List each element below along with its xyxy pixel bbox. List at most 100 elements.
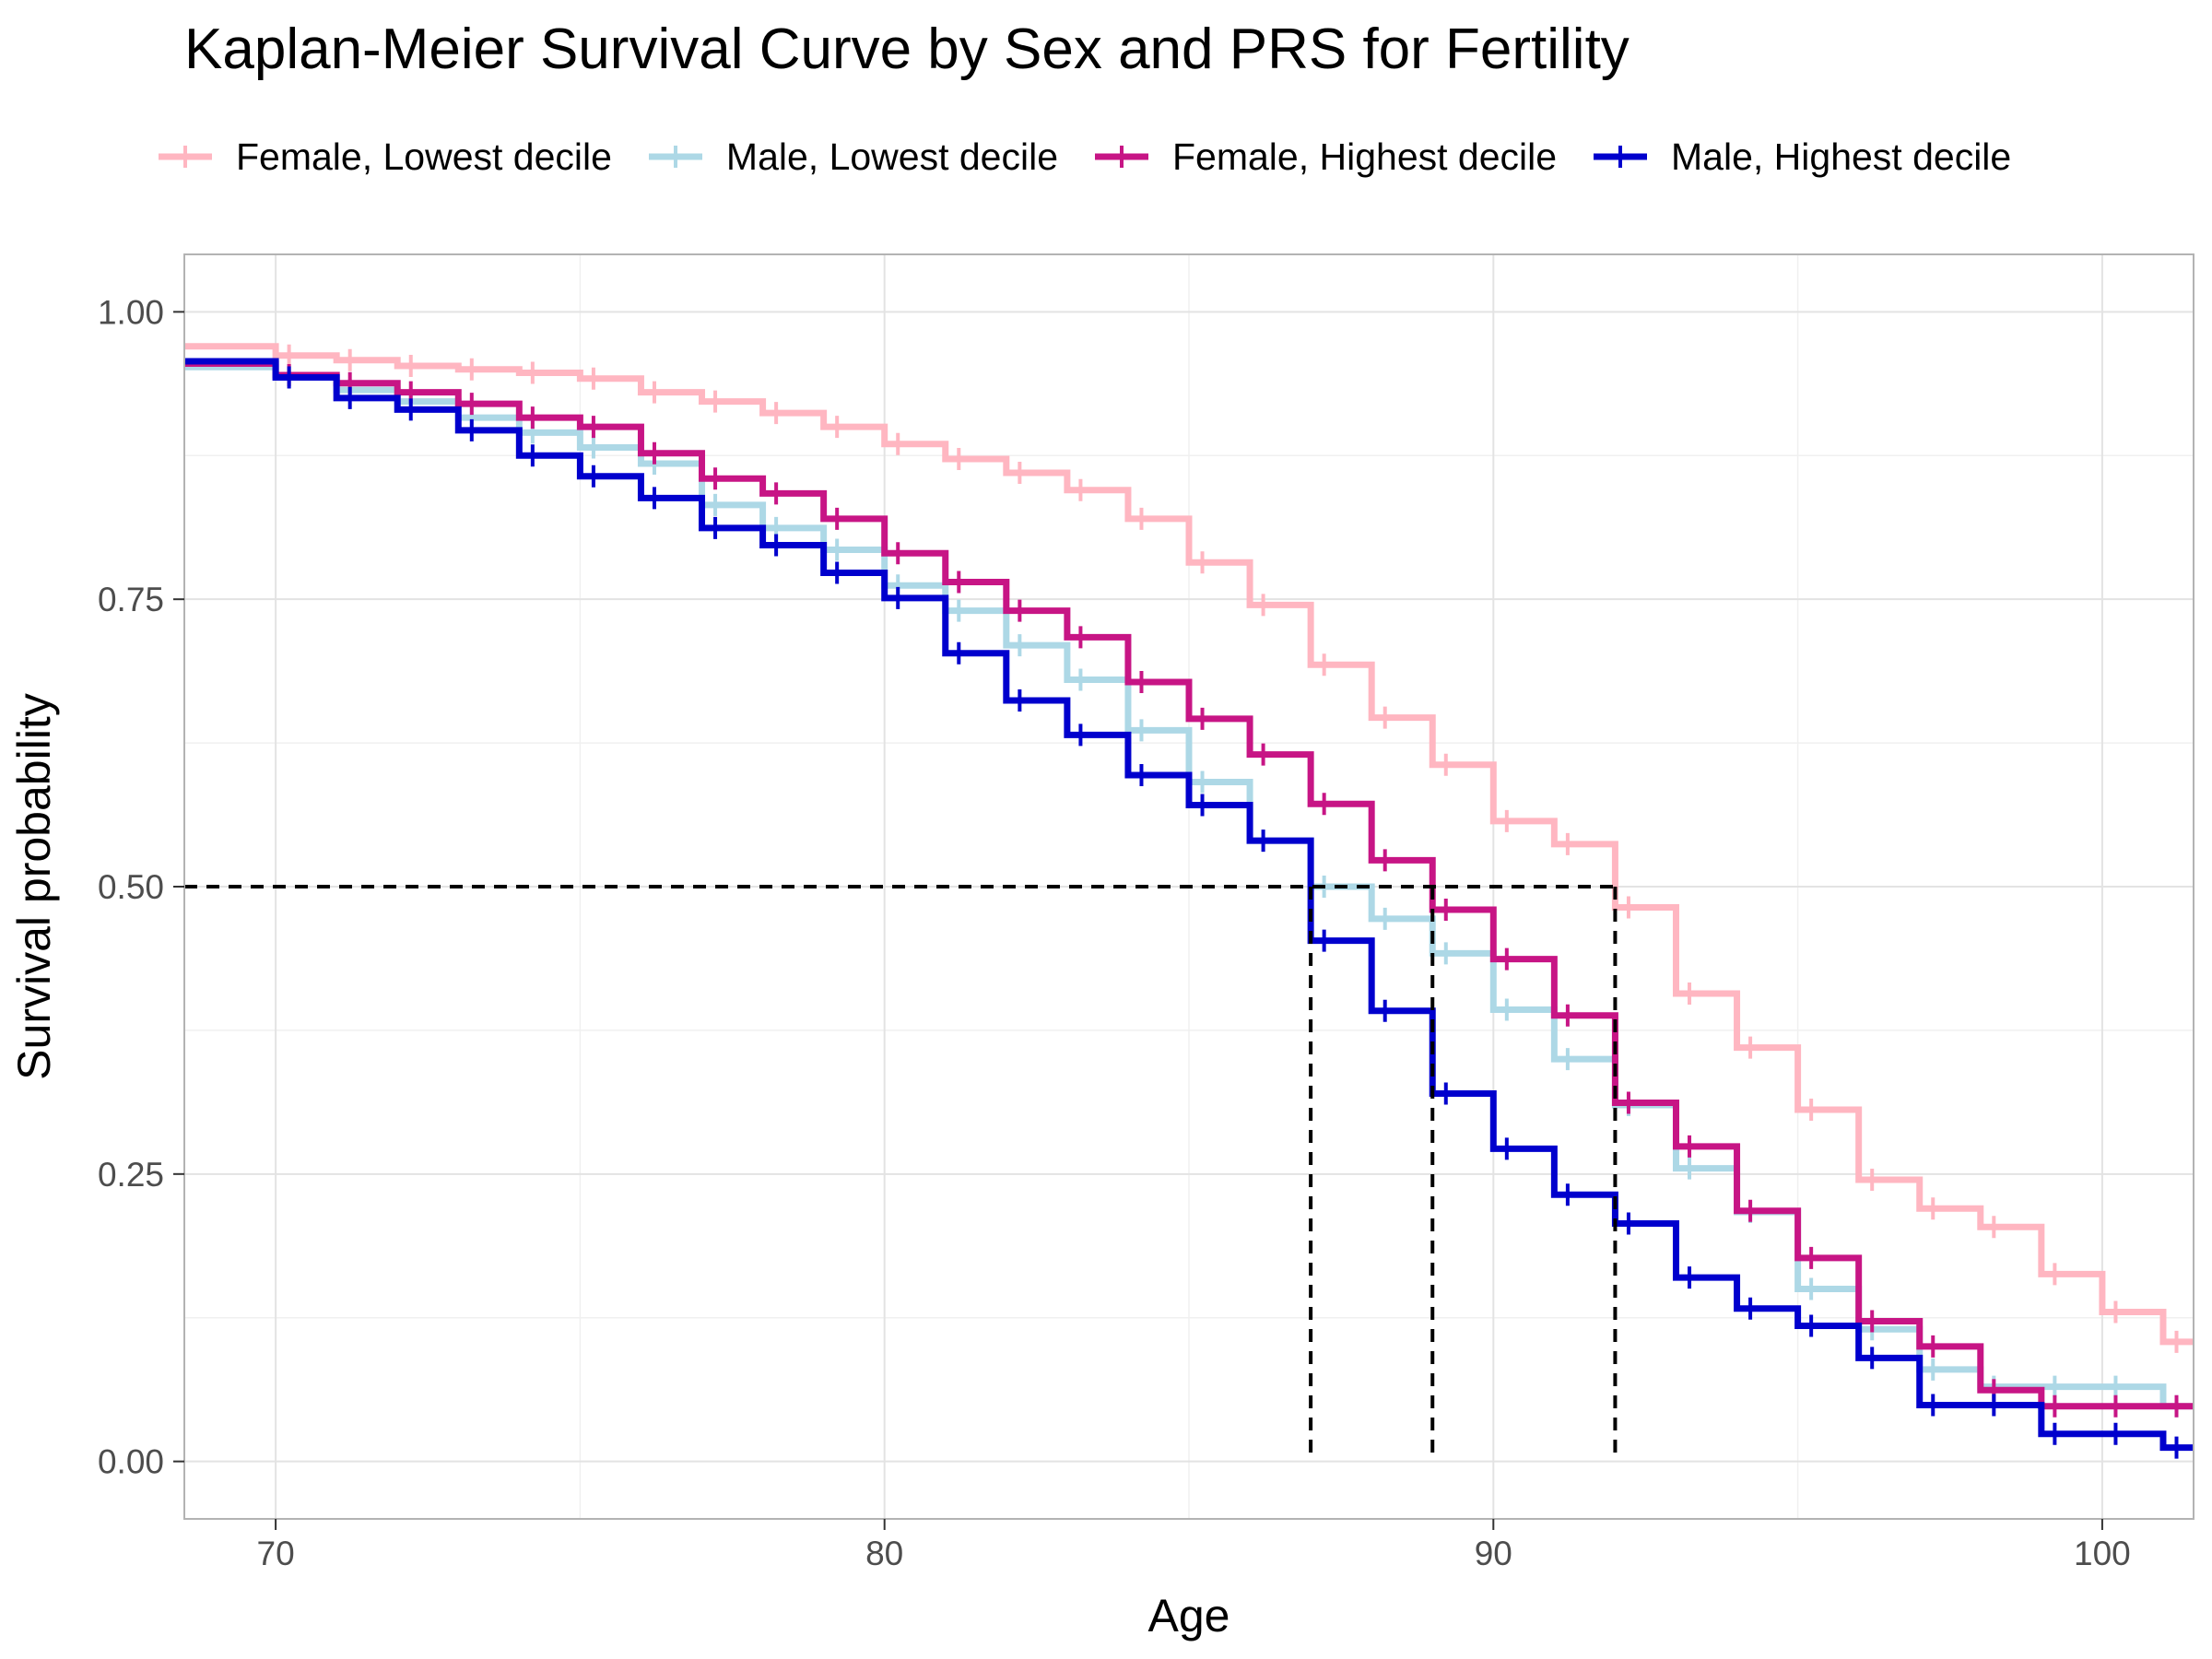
censor-mark [1802,1098,1821,1121]
censor-mark [1010,461,1030,484]
censor-mark [1497,947,1516,971]
censor-mark [1193,551,1212,574]
censor-mark [1436,942,1455,965]
censor-mark [1314,929,1334,952]
legend-key [648,146,702,168]
censor-mark [462,393,481,416]
censor-mark [2106,1422,2125,1445]
censor-mark [1741,1036,1760,1059]
censor-mark [1193,707,1212,730]
censor-mark [1375,849,1394,872]
censor-mark [949,448,969,471]
censor-mark [1071,668,1090,691]
censor-mark [2106,1375,2125,1398]
censor-mark [279,366,299,389]
censor-mark [1375,706,1394,729]
censor-mark [2045,1375,2065,1398]
censor-mark [1741,1199,1760,1222]
x-tick-label: 80 [865,1535,903,1572]
series-female-lowest-decile [184,343,2194,1353]
censor-mark [949,599,969,622]
censor-mark [1618,1212,1638,1235]
censor-mark [583,416,603,439]
censor-mark [1497,998,1516,1021]
chart-title: Kaplan-Meier Survival Curve by Sex and P… [184,18,1630,81]
legend-key [1594,146,1648,168]
censor-mark [1924,1394,1943,1417]
censor-mark [888,542,908,565]
censor-mark [583,367,603,390]
legend-key-mark [1112,146,1131,168]
censor-mark [340,348,359,371]
censor-mark [949,571,969,594]
censor-mark [583,465,603,488]
censor-mark [706,390,725,413]
censor-mark [1436,898,1455,921]
series-male-highest-decile [184,358,2194,1459]
censor-mark [1193,771,1212,794]
series-layer [184,343,2194,1459]
censor-mark [583,436,603,459]
y-tick-label: 0.75 [98,581,164,618]
legend-key-mark [176,146,194,168]
censor-mark [1680,1135,1700,1158]
censor-mark [1863,1347,1882,1370]
x-tick-label: 100 [2074,1535,2131,1572]
censor-mark [1193,794,1212,817]
censor-mark [462,358,481,381]
y-axis-label: Survival probability [8,693,60,1080]
censor-mark [706,516,725,539]
censor-mark [1802,1314,1821,1337]
censor-mark [1497,1137,1516,1160]
censor-mark [2167,1330,2186,1353]
censor-mark [1863,1310,1882,1333]
censor-mark [2167,1436,2186,1459]
censor-mark [1558,832,1577,855]
censor-mark [1071,724,1090,747]
censor-mark [1618,1091,1638,1114]
y-tick-label: 1.00 [98,293,164,331]
censor-mark [1010,599,1030,622]
x-tick-label: 70 [257,1535,295,1572]
censor-mark [949,641,969,665]
censor-mark [828,507,847,530]
censor-mark [706,467,725,490]
censor-mark [1253,830,1273,853]
legend-key [1095,146,1148,168]
y-tick-label: 0.00 [98,1443,164,1481]
censor-mark [1071,478,1090,501]
censor-mark [828,561,847,584]
censor-mark [1802,1277,1821,1300]
censor-mark [1680,1266,1700,1289]
censor-mark [1253,743,1273,766]
censor-mark [462,418,481,441]
censor-mark [706,493,725,516]
censor-mark [1984,1394,2004,1417]
censor-mark [1132,670,1151,693]
censor-mark [1558,1048,1577,1071]
censor-mark [279,344,299,367]
legend-item-male-highest-decile: Male, Highest decile [1590,135,2011,179]
censor-mark [2045,1422,2065,1445]
x-tick-label: 90 [1475,1535,1512,1572]
censor-mark [1010,688,1030,712]
censor-mark [644,487,664,510]
censor-mark [1924,1197,1943,1220]
censor-mark [767,534,786,557]
censor-mark [644,381,664,404]
censor-mark [523,361,542,384]
x-axis-label: Age [1148,1590,1230,1641]
censor-mark [1741,1297,1760,1320]
series-line-male-highest-decile [184,358,2194,1452]
censor-mark [1253,594,1273,617]
censor-mark [1984,1216,2004,1239]
legend: Female, Lowest decile Male, Lowest decile… [155,129,2044,184]
legend-label: Female, Lowest decile [236,135,612,178]
censor-mark [1375,907,1394,930]
censor-mark [1802,1246,1821,1269]
censor-mark [1497,809,1516,832]
legend-key [159,146,212,168]
censor-mark [1680,982,1700,1005]
censor-mark [1132,507,1151,530]
censor-mark [644,441,664,465]
